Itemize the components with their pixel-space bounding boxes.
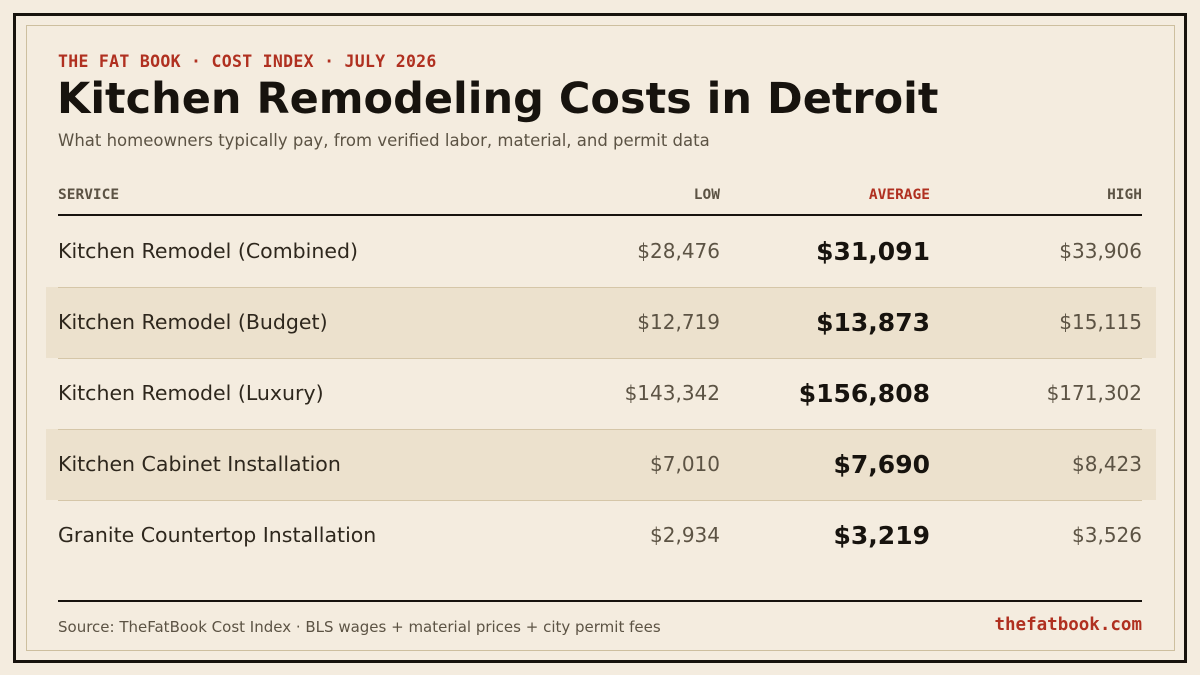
row-divider: [58, 287, 1142, 288]
outer-frame: [13, 13, 1187, 663]
row-service: Kitchen Remodel (Combined): [58, 239, 358, 263]
source-note: Source: TheFatBook Cost Index · BLS wage…: [58, 618, 661, 636]
row-service: Kitchen Cabinet Installation: [58, 452, 341, 476]
row-low-price: $7,010: [650, 452, 720, 476]
row-average-price: $156,808: [798, 379, 930, 408]
row-divider: [58, 358, 1142, 359]
footer-rule: [58, 600, 1142, 602]
table-row: Kitchen Remodel (Combined) $28,476 $31,0…: [46, 216, 1156, 287]
row-service: Granite Countertop Installation: [58, 523, 377, 547]
header-rule: [58, 214, 1142, 216]
page-title: Kitchen Remodeling Costs in Detroit: [57, 74, 939, 124]
column-header-service: SERVICE: [58, 187, 120, 203]
row-service: Kitchen Remodel (Luxury): [58, 381, 324, 405]
row-low-price: $28,476: [637, 239, 720, 263]
kicker-label: THE FAT BOOK · COST INDEX · JULY 2026: [58, 52, 437, 71]
table-row: Kitchen Cabinet Installation $7,010 $7,6…: [46, 429, 1156, 500]
row-average-price: $7,690: [833, 450, 930, 479]
row-high-price: $8,423: [1072, 452, 1142, 476]
row-high-price: $171,302: [1046, 381, 1142, 405]
table-row: Granite Countertop Installation $2,934 $…: [46, 500, 1156, 571]
row-average-price: $3,219: [833, 521, 930, 550]
column-header-average: AVERAGE: [868, 187, 930, 203]
row-divider: [58, 500, 1142, 501]
row-average-price: $31,091: [816, 237, 930, 266]
row-low-price: $12,719: [637, 310, 720, 334]
brand-link[interactable]: thefatbook.com: [994, 615, 1142, 635]
row-high-price: $15,115: [1059, 310, 1142, 334]
row-high-price: $33,906: [1059, 239, 1142, 263]
column-header-low: LOW: [693, 187, 720, 203]
row-low-price: $143,342: [624, 381, 720, 405]
row-service: Kitchen Remodel (Budget): [58, 310, 328, 334]
row-low-price: $2,934: [650, 523, 720, 547]
row-average-price: $13,873: [816, 308, 930, 337]
table-row: Kitchen Remodel (Budget) $12,719 $13,873…: [46, 287, 1156, 358]
row-divider: [58, 429, 1142, 430]
page-subtitle: What homeowners typically pay, from veri…: [58, 131, 710, 150]
inner-frame: [26, 25, 1175, 651]
row-high-price: $3,526: [1072, 523, 1142, 547]
table-row: Kitchen Remodel (Luxury) $143,342 $156,8…: [46, 358, 1156, 429]
column-header-high: HIGH: [1107, 187, 1142, 203]
